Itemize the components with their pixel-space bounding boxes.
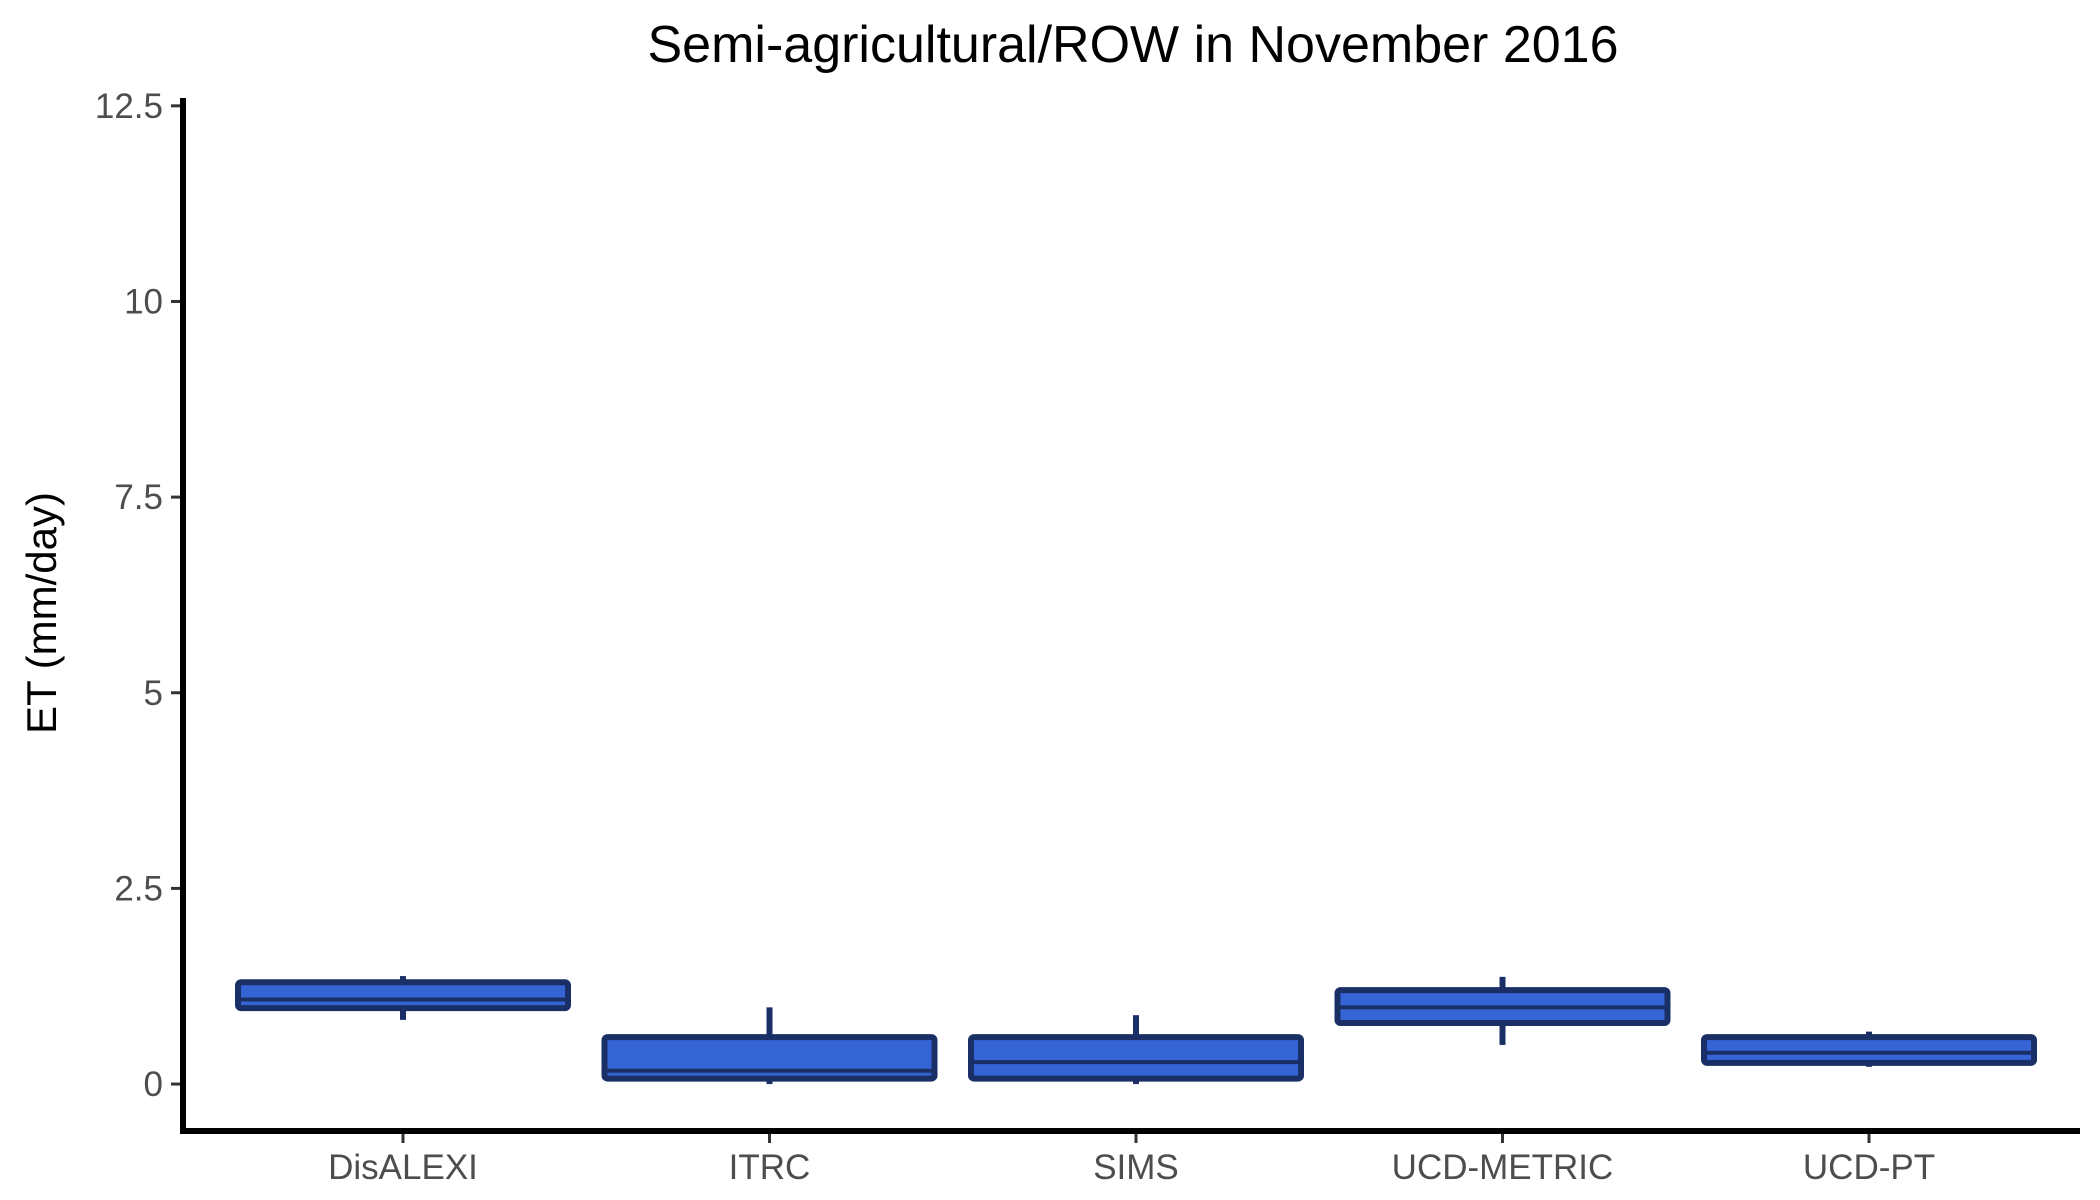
box-body: [235, 979, 571, 1012]
x-tick-label: ITRC: [729, 1148, 811, 1187]
box-ucd-pt: [1701, 1031, 2037, 1067]
x-tick-label: UCD-PT: [1803, 1148, 1935, 1187]
chart-title: Semi-agricultural/ROW in November 2016: [647, 16, 1618, 74]
box-disalexi: [235, 976, 571, 1020]
y-tick-label: 12.5: [95, 87, 163, 126]
x-tick-label: SIMS: [1093, 1148, 1179, 1187]
y-axis-title: ET (mm/day): [18, 492, 65, 734]
x-tick-label: DisALEXI: [328, 1148, 478, 1187]
box-body: [1701, 1034, 2037, 1066]
y-tick-label: 7.5: [114, 478, 163, 517]
box-group: [235, 976, 2037, 1085]
y-axis-ticks: 0 2.5 5 7.5 10 12.5: [95, 87, 183, 1104]
y-tick-label: 0: [144, 1065, 163, 1104]
box-ucd-metric: [1334, 976, 1671, 1045]
y-tick-label: 10: [124, 282, 163, 321]
y-tick-label: 2.5: [114, 869, 163, 908]
box-itrc: [601, 1007, 938, 1085]
box-body: [968, 1034, 1304, 1082]
x-axis-ticks: DisALEXI ITRC SIMS UCD-METRIC UCD-PT: [328, 1131, 1935, 1187]
y-tick-label: 5: [144, 674, 163, 713]
box-body: [601, 1034, 938, 1082]
x-tick-label: UCD-METRIC: [1392, 1148, 1614, 1187]
box-sims: [968, 1015, 1304, 1085]
